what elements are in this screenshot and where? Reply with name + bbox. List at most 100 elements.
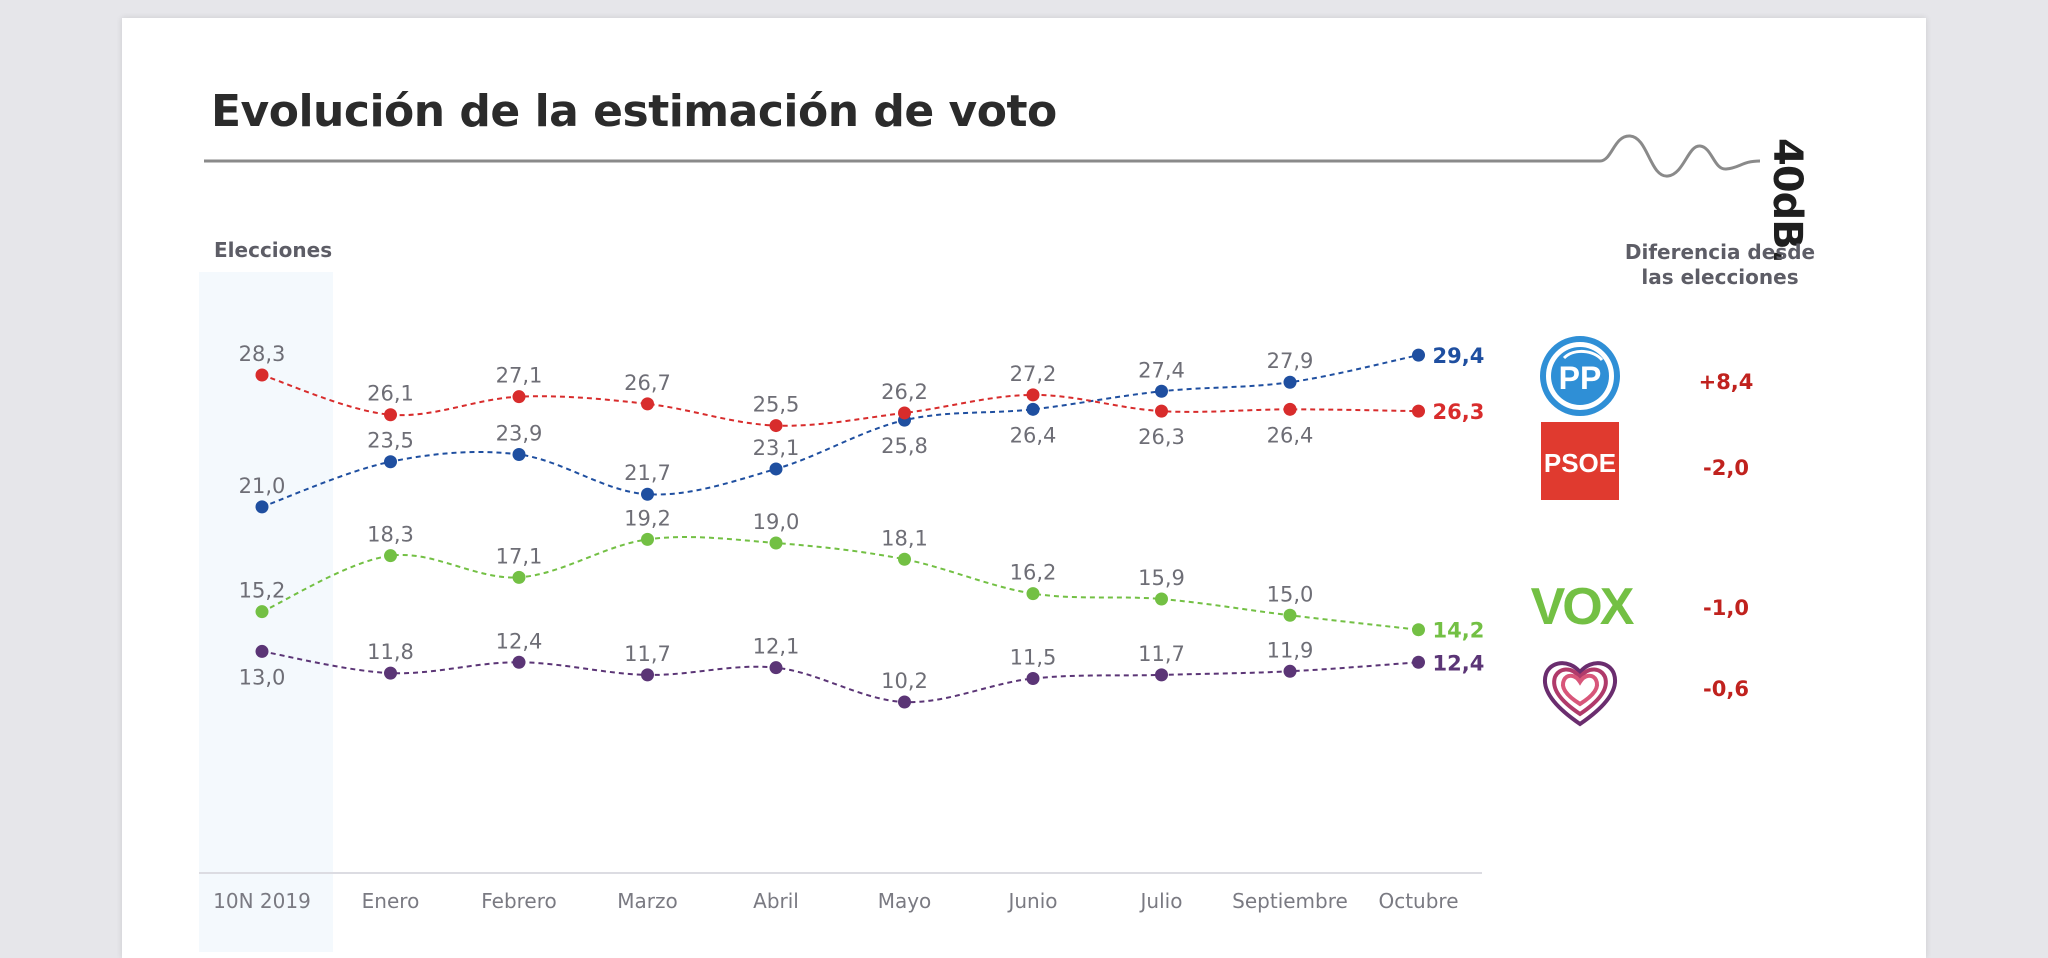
x-tick-label: Enero	[362, 889, 420, 913]
x-tick-label: Febrero	[481, 889, 557, 913]
podemos-difference: -0,6	[1703, 677, 1749, 701]
data-point-pp	[1026, 402, 1040, 416]
data-label-vox: 15,0	[1267, 582, 1314, 606]
data-point-psoe	[641, 397, 654, 411]
data-point-vox	[1283, 608, 1297, 622]
data-point-unidas-podemos	[1283, 664, 1297, 678]
data-point-pp	[384, 455, 397, 469]
data-label-unidas-podemos: 11,8	[367, 640, 414, 664]
data-point-vox	[255, 605, 269, 619]
elections-header: Elecciones	[214, 238, 333, 262]
data-point-psoe	[512, 390, 526, 404]
pp-logo-text: PP	[1559, 360, 1602, 396]
difference-header: Diferencia desde las elecciones	[1610, 240, 1830, 290]
data-point-psoe	[1283, 402, 1297, 416]
data-label-vox: 18,1	[881, 526, 928, 550]
data-label-unidas-podemos: 13,0	[239, 665, 286, 689]
data-point-unidas-podemos	[641, 668, 654, 682]
psoe-logo: PSOE	[1541, 422, 1619, 500]
data-point-unidas-podemos	[1026, 672, 1040, 686]
data-label-vox: 19,0	[753, 510, 800, 534]
data-label-pp: 23,5	[367, 429, 414, 453]
data-label-vox: 17,1	[496, 544, 543, 568]
data-label-psoe: 26,3	[1138, 425, 1185, 449]
data-point-unidas-podemos	[769, 661, 783, 675]
data-label-pp: 21,7	[624, 461, 671, 485]
data-point-unidas-podemos	[255, 644, 269, 658]
data-label-pp: 27,4	[1138, 358, 1185, 382]
podemos-heart-logo	[1542, 661, 1618, 727]
data-label-psoe: 26,7	[624, 371, 671, 395]
data-point-psoe	[769, 419, 783, 433]
data-point-vox	[641, 532, 654, 546]
data-point-unidas-podemos	[898, 695, 911, 709]
data-point-pp	[512, 447, 526, 461]
data-label-psoe: 25,5	[753, 393, 800, 417]
x-tick-label: Junio	[1006, 889, 1057, 913]
data-point-psoe	[1155, 404, 1168, 418]
chart-title: Evolución de la estimación de voto	[211, 86, 1057, 137]
data-point-pp	[1412, 348, 1425, 362]
data-label-pp: 23,9	[496, 421, 543, 445]
data-label-pp: 23,1	[753, 436, 800, 460]
psoe-logo-text: PSOE	[1544, 448, 1616, 478]
data-label-vox: 16,2	[1010, 561, 1057, 585]
series-line-unidas-podemos	[261, 650, 1419, 704]
data-label-psoe: 26,1	[367, 382, 414, 406]
data-point-vox	[1026, 587, 1040, 601]
data-point-pp	[255, 500, 269, 514]
data-label-psoe: 26,2	[881, 380, 928, 404]
data-label-pp: 25,8	[881, 434, 928, 458]
data-point-unidas-podemos	[1412, 655, 1425, 669]
data-label-unidas-podemos: 10,2	[881, 669, 928, 693]
x-tick-label: Abril	[753, 889, 799, 913]
series-line-vox	[261, 536, 1419, 631]
chart-card	[122, 18, 1926, 958]
pp-difference: +8,4	[1698, 370, 1754, 394]
data-label-psoe: 27,2	[1010, 362, 1057, 386]
data-label-psoe: 26,4	[1267, 423, 1314, 447]
data-point-vox	[384, 549, 397, 563]
data-point-unidas-podemos	[512, 655, 526, 669]
data-label-unidas-podemos: 11,7	[624, 642, 671, 666]
data-point-pp	[1155, 384, 1168, 398]
data-point-vox	[1412, 623, 1425, 637]
data-label-unidas-podemos: 11,9	[1267, 638, 1314, 662]
data-point-psoe	[255, 368, 269, 382]
data-label-psoe: 27,1	[496, 364, 543, 388]
x-tick-label: 10N 2019	[213, 889, 311, 913]
difference-header-line-1: Diferencia desde	[1624, 240, 1816, 264]
x-tick-label: Marzo	[617, 889, 677, 913]
difference-header-line-2: las elecciones	[1641, 265, 1799, 289]
data-point-pp	[1283, 375, 1297, 389]
series-line-pp	[261, 354, 1419, 508]
data-label-vox: 14,2	[1433, 619, 1485, 643]
data-point-vox	[512, 570, 526, 584]
series-line-psoe	[261, 374, 1419, 427]
data-label-vox: 19,2	[624, 506, 671, 530]
psoe-difference: -2,0	[1703, 456, 1749, 480]
data-point-pp	[769, 462, 783, 476]
data-label-unidas-podemos: 11,5	[1010, 646, 1057, 670]
x-tick-label: Mayo	[878, 889, 932, 913]
x-tick-label: Septiembre	[1232, 889, 1348, 913]
underline-wave	[204, 134, 1761, 178]
data-point-psoe	[384, 408, 397, 422]
data-label-vox: 15,2	[239, 579, 286, 603]
data-point-unidas-podemos	[384, 666, 397, 680]
data-point-unidas-podemos	[1155, 668, 1168, 682]
data-label-unidas-podemos: 12,4	[1433, 651, 1485, 675]
data-label-vox: 15,9	[1138, 566, 1185, 590]
data-label-psoe: 28,3	[239, 342, 286, 366]
x-tick-label: Julio	[1139, 889, 1183, 913]
data-label-pp: 29,4	[1433, 344, 1485, 368]
vox-logo: VOX	[1531, 578, 1636, 632]
data-label-psoe: 26,3	[1433, 400, 1485, 424]
data-point-vox	[898, 552, 911, 566]
data-label-pp: 21,0	[239, 474, 286, 498]
data-label-unidas-podemos: 11,7	[1138, 642, 1185, 666]
data-label-vox: 18,3	[367, 523, 414, 547]
data-point-vox	[769, 536, 783, 550]
